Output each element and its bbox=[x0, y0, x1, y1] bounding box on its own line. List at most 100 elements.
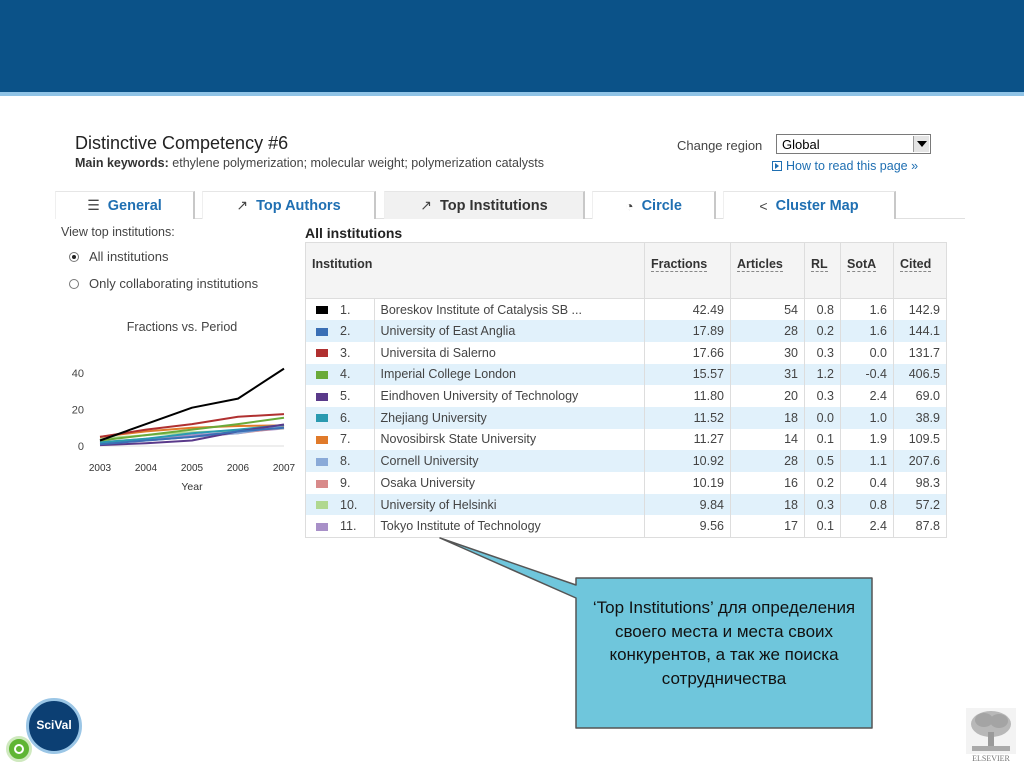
series-line bbox=[99, 424, 285, 444]
rl-cell: 0.0 bbox=[804, 406, 841, 429]
chart-title: Fractions vs. Period bbox=[126, 320, 238, 334]
articles-cell: 17 bbox=[730, 515, 805, 538]
table-row[interactable]: 10. University of Helsinki 9.84 18 0.3 0.8 57.… bbox=[305, 493, 947, 516]
chevron-down-icon[interactable] bbox=[913, 136, 929, 152]
radio-collaborating-institutions[interactable]: Only collaborating institutions bbox=[69, 276, 258, 291]
rank-cell: 11. bbox=[340, 518, 357, 533]
callout-text: ‘Top Institutions’ для определения своег… bbox=[592, 598, 856, 688]
institution-name-cell: Universita di Salerno bbox=[373, 341, 645, 364]
institution-name-cell: Osaka University bbox=[373, 472, 645, 494]
tab-circle[interactable]: ◔ Circle bbox=[592, 191, 716, 219]
series-line bbox=[99, 423, 285, 447]
articles-cell: 54 bbox=[730, 298, 805, 321]
institution-name-cell: Zhejiang University bbox=[373, 406, 645, 429]
color-swatch bbox=[306, 515, 335, 537]
table-row[interactable]: 1. Boreskov Institute of Catalysis SB ...… bbox=[306, 298, 947, 321]
rl-cell: 1.2 bbox=[804, 363, 841, 386]
x-tick-label: 2005 bbox=[181, 463, 204, 474]
keywords-value: ethylene polymerization; molecular weigh… bbox=[172, 156, 544, 170]
sota-cell: 1.9 bbox=[840, 428, 894, 451]
table-row[interactable]: 5. Eindhoven University of Technology 11.8… bbox=[306, 385, 947, 407]
table-header-row: Institution Fractions Articles RL SotA C… bbox=[305, 242, 947, 299]
tab-general[interactable]: ☰ General bbox=[55, 191, 195, 219]
table-row[interactable]: 8. Cornell University 10.92 28 0.5 1.1 207.6 bbox=[305, 450, 947, 472]
y-tick-label: 20 bbox=[72, 405, 84, 417]
header-band-line bbox=[0, 92, 1024, 96]
fractions-cell: 10.92 bbox=[644, 450, 731, 472]
sota-cell: 1.6 bbox=[840, 320, 894, 342]
rl-cell: 0.5 bbox=[804, 450, 841, 472]
radio-collaborating-label: Only collaborating institutions bbox=[89, 276, 259, 291]
tab-cluster-map[interactable]: < Cluster Map bbox=[723, 191, 896, 219]
fractions-cell: 11.80 bbox=[644, 385, 731, 407]
series-line bbox=[99, 424, 285, 438]
series-line bbox=[99, 413, 285, 438]
color-swatch bbox=[305, 493, 334, 516]
tab-top-authors[interactable]: ↗ Top Authors bbox=[202, 191, 376, 219]
fractions-cell: 17.89 bbox=[644, 320, 731, 342]
articles-cell: 18 bbox=[730, 406, 805, 429]
table-row[interactable]: 6. Zhejiang University 11.52 18 0.0 1.0 38.9 bbox=[305, 406, 947, 429]
header-band bbox=[0, 0, 1024, 92]
scival-dot-icon bbox=[6, 736, 32, 762]
rl-cell: 0.3 bbox=[804, 385, 841, 407]
color-swatch bbox=[306, 472, 335, 494]
x-axis-label: Year bbox=[181, 481, 203, 493]
how-to-read-label: How to read this page » bbox=[786, 159, 919, 173]
x-tick-label: 2006 bbox=[227, 463, 250, 474]
table-row[interactable]: 4. Imperial College London 15.57 31 1.2 -0.4 4… bbox=[305, 363, 947, 386]
table-row[interactable]: 11. Tokyo Institute of Technology 9.56 17 0.… bbox=[306, 515, 947, 538]
table-row[interactable]: 2. University of East Anglia 17.89 28 0.2 1.6… bbox=[305, 320, 947, 342]
region-select-value: Global bbox=[782, 137, 820, 152]
sota-cell: 0.8 bbox=[840, 493, 894, 516]
col-cited[interactable]: Cited bbox=[893, 242, 947, 299]
x-tick-label: 2003 bbox=[89, 463, 112, 474]
rank-cell: 6. bbox=[334, 406, 374, 429]
cited-cell: 57.2 bbox=[893, 493, 947, 516]
tab-general-label: General bbox=[107, 197, 162, 214]
view-top-institutions-label: View top institutions: bbox=[61, 225, 175, 239]
page-title: Distinctive Competency #6 bbox=[75, 133, 289, 153]
sota-cell: 1.6 bbox=[840, 298, 894, 321]
how-to-read-link[interactable]: How to read this page » bbox=[772, 159, 918, 173]
articles-cell: 30 bbox=[730, 341, 805, 364]
col-rl[interactable]: RL bbox=[804, 242, 841, 299]
institution-name-cell: University of Helsinki bbox=[373, 493, 645, 516]
rl-cell: 0.1 bbox=[804, 515, 841, 538]
rank-cell: 3. bbox=[340, 345, 351, 360]
legend-swatch bbox=[316, 306, 328, 315]
cited-cell: 98.3 bbox=[893, 472, 947, 494]
fractions-cell: 17.66 bbox=[644, 341, 731, 364]
radio-all-institutions[interactable]: All institutions bbox=[69, 249, 168, 264]
rl-cell: 0.3 bbox=[804, 341, 841, 364]
cited-cell: 406.5 bbox=[893, 363, 947, 386]
col-fractions[interactable]: Fractions bbox=[644, 242, 731, 299]
institution-name-cell: Novosibirsk State University bbox=[373, 428, 645, 451]
institution-name-cell: Cornell University bbox=[373, 450, 645, 472]
cited-cell: 144.1 bbox=[893, 320, 947, 342]
col-sota[interactable]: SotA bbox=[840, 242, 894, 299]
col-institution: Institution bbox=[305, 242, 645, 299]
articles-cell: 20 bbox=[730, 385, 805, 407]
legend-swatch bbox=[316, 327, 328, 336]
cited-cell: 69.0 bbox=[893, 385, 947, 407]
rank-cell: 4. bbox=[334, 363, 374, 386]
legend-swatch bbox=[316, 392, 328, 401]
rl-cell: 0.1 bbox=[804, 428, 841, 451]
radio-button-selected[interactable] bbox=[69, 251, 79, 262]
table-row[interactable]: 9. Osaka University 10.19 16 0.2 0.4 98.3 bbox=[306, 472, 947, 494]
tab-top-institutions[interactable]: ↗ Top Institutions bbox=[384, 191, 585, 219]
institution-name-cell: Eindhoven University of Technology bbox=[373, 385, 645, 407]
col-articles[interactable]: Articles bbox=[730, 242, 805, 299]
region-select[interactable]: Global bbox=[776, 134, 931, 154]
elsevier-tree-logo bbox=[966, 708, 1016, 754]
institution-name-cell: University of East Anglia bbox=[373, 320, 645, 342]
radio-button[interactable] bbox=[69, 278, 79, 289]
articles-cell: 16 bbox=[730, 472, 805, 494]
rank-cell: 1. bbox=[340, 302, 351, 317]
table-row[interactable]: 3. Universita di Salerno 17.66 30 0.3 0.0 131.… bbox=[306, 341, 947, 364]
table-row[interactable]: 7. Novosibirsk State University 11.27 14 0.1… bbox=[306, 428, 947, 451]
play-icon bbox=[772, 161, 782, 171]
color-swatch bbox=[306, 429, 335, 451]
